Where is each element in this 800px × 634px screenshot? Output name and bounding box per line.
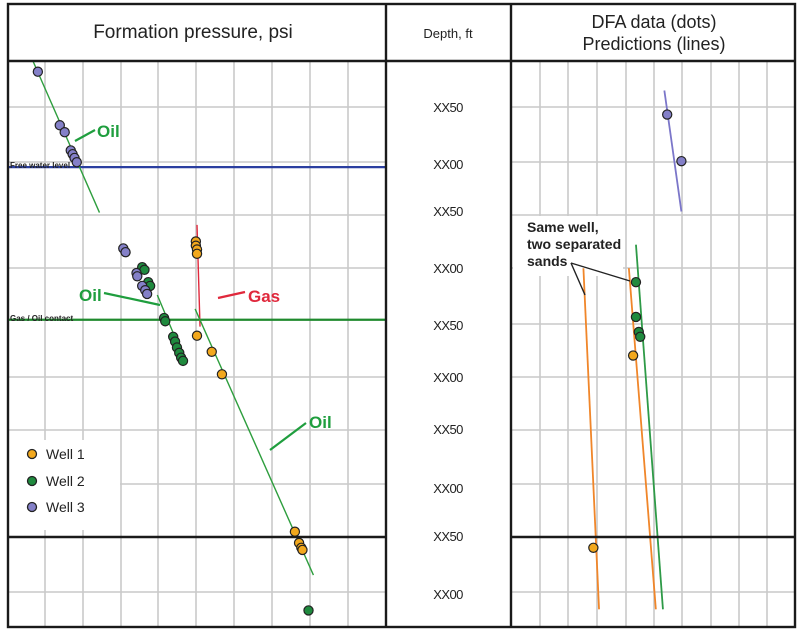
oil-leader-lower xyxy=(269,422,307,451)
left-panel-title: Formation pressure, psi xyxy=(93,22,293,43)
well-1-point xyxy=(289,526,301,537)
well-2-dfa-point xyxy=(630,311,642,323)
well-1-point xyxy=(216,369,228,380)
well-3-point xyxy=(141,288,153,300)
right-panel-title-line-1: DFA data (dots) xyxy=(591,12,716,32)
right-grid xyxy=(511,61,795,627)
well-2-prediction xyxy=(635,244,664,610)
well-1-sand-b-prediction xyxy=(627,268,657,610)
fluid-contacts xyxy=(8,166,386,321)
well-3-point xyxy=(54,120,65,131)
right-data-points xyxy=(588,109,687,553)
oil-leader-upper xyxy=(74,129,96,142)
annotation-line-1: Same well, xyxy=(527,219,599,235)
oil-leader-middle xyxy=(103,291,161,307)
figure-frame xyxy=(6,2,797,629)
well-1-point xyxy=(206,346,217,357)
gas-annotation: Gas xyxy=(248,287,280,306)
left-data-points xyxy=(32,66,314,616)
right-prediction-lines xyxy=(582,90,683,610)
legend-label-well-2: Well 2 xyxy=(46,473,85,489)
well-3-point xyxy=(71,157,82,168)
depth-track: XX50 XX00 XX50 XX00 XX50 XX00 XX50 XX00 XX50 XX00 xyxy=(433,100,463,602)
well-2-dfa-point xyxy=(630,276,642,288)
annotation-line-2: two separated xyxy=(527,236,621,252)
depth-label: XX50 xyxy=(433,100,463,115)
well-1-dfa-point xyxy=(588,542,599,553)
oil-annotation-middle: Oil xyxy=(79,286,102,305)
well-1-dfa-point xyxy=(627,350,639,361)
well-1-sand-a-prediction xyxy=(582,268,600,610)
gas-leader xyxy=(217,290,246,300)
same-well-annotation: Same well, two separated sands xyxy=(527,219,631,296)
left-annotation-leaders xyxy=(74,129,307,451)
depth-label: XX00 xyxy=(433,587,463,602)
well-3-dfa-point xyxy=(676,155,687,167)
left-grid xyxy=(8,61,386,627)
gas-oil-contact-label: Gas / Oil contact xyxy=(10,314,73,323)
oil-annotation-upper: Oil xyxy=(97,122,120,141)
legend: Well 1 Well 2 Well 3 xyxy=(12,440,116,530)
depth-track-header: Depth, ft xyxy=(423,26,473,41)
depth-label: XX00 xyxy=(433,370,463,385)
annotation-mask xyxy=(513,216,623,276)
well-3-point xyxy=(59,127,70,138)
depth-label: XX00 xyxy=(433,157,463,172)
well-2-dfa-point xyxy=(635,331,646,342)
legend-label-well-1: Well 1 xyxy=(46,446,85,462)
depth-label: XX50 xyxy=(433,318,463,333)
depth-label: XX00 xyxy=(433,481,463,496)
depth-label: XX50 xyxy=(433,529,463,544)
well-2-point xyxy=(303,605,314,616)
well-3-prediction xyxy=(663,90,683,212)
depth-label: XX50 xyxy=(433,422,463,437)
well-3-dfa-point xyxy=(662,109,673,120)
legend-marker-well-2 xyxy=(26,475,38,487)
legend-marker-well-1 xyxy=(26,448,38,460)
depth-label: XX50 xyxy=(433,204,463,219)
depth-label: XX00 xyxy=(433,261,463,276)
oil-annotation-lower: Oil xyxy=(309,413,332,432)
well-3-point xyxy=(132,271,143,282)
dfa-panel: Same well, two separated sands xyxy=(511,61,795,627)
well-3-point xyxy=(120,246,131,258)
well-1-point xyxy=(191,330,203,341)
free-water-level-label: Free water level xyxy=(10,161,70,170)
formation-pressure-panel: Free water level Gas / Oil contact Oil O… xyxy=(8,60,386,627)
outer-border xyxy=(6,2,797,629)
well-3-point xyxy=(32,66,44,77)
legend-label-well-3: Well 3 xyxy=(46,499,85,515)
well-2-point xyxy=(160,316,171,327)
well-2-point xyxy=(177,355,189,367)
annotation-line-3: sands xyxy=(527,253,568,269)
right-panel-title-line-2: Predictions (lines) xyxy=(582,34,725,54)
well-1-point xyxy=(297,544,308,556)
legend-marker-well-3 xyxy=(26,501,38,513)
well-1-point xyxy=(191,248,203,259)
annotation-leader-a xyxy=(570,262,586,296)
annotation-leader-b xyxy=(570,262,631,282)
